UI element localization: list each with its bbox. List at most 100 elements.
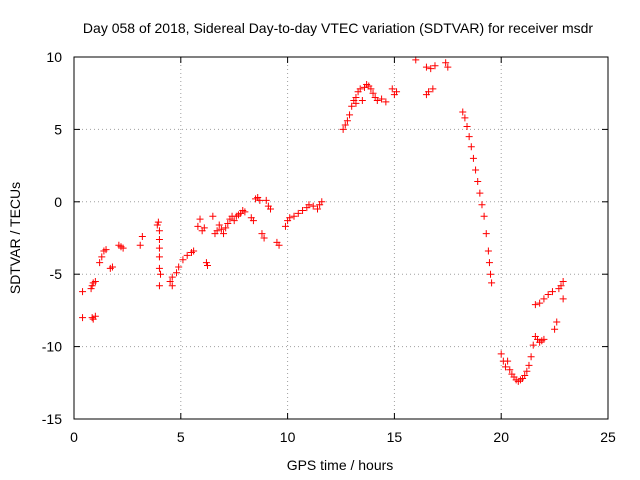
data-point (378, 95, 386, 103)
data-point (138, 233, 146, 241)
data-point (472, 166, 480, 174)
data-point (544, 290, 552, 298)
data-point (444, 63, 452, 71)
data-point (314, 205, 322, 213)
data-point (262, 196, 270, 204)
data-point (476, 189, 484, 197)
data-point (196, 215, 204, 223)
data-point (286, 214, 294, 222)
data-point (527, 353, 535, 361)
data-point (478, 201, 486, 209)
data-point (523, 367, 531, 375)
data-point (290, 212, 298, 220)
data-point (249, 217, 257, 225)
data-point (204, 262, 211, 270)
x-tick-label: 20 (493, 429, 509, 445)
data-point (88, 314, 96, 322)
data-point (153, 221, 161, 229)
data-point (155, 227, 163, 235)
data-point (168, 273, 176, 281)
data-point (429, 85, 437, 93)
data-point (465, 133, 473, 141)
data-point (108, 263, 116, 271)
data-point (531, 301, 539, 309)
y-tick-label: 10 (46, 49, 62, 65)
data-point (318, 198, 326, 206)
data-point (521, 372, 529, 380)
data-point (358, 96, 366, 104)
data-point (217, 225, 225, 233)
data-point (548, 288, 556, 296)
data-point (504, 357, 512, 365)
data-point (484, 247, 492, 255)
data-point (412, 56, 420, 64)
data-point (179, 256, 187, 264)
data-point (175, 263, 183, 271)
data-point (98, 253, 106, 261)
data-point (369, 89, 377, 97)
data-point (155, 244, 163, 252)
data-point (305, 201, 313, 209)
data-point (506, 366, 514, 374)
y-tick-label: -10 (42, 339, 62, 355)
data-point (166, 277, 174, 285)
data-point (241, 208, 249, 216)
data-point (463, 123, 471, 131)
x-tick-label: 15 (387, 429, 403, 445)
data-point (136, 241, 144, 249)
data-point (356, 85, 364, 93)
data-point (557, 282, 565, 290)
data-point (91, 312, 99, 320)
data-point (487, 270, 495, 278)
data-point (341, 121, 349, 129)
data-point (96, 259, 104, 267)
data-point (431, 62, 439, 70)
data-point (553, 318, 561, 326)
data-point (348, 102, 356, 110)
data-point (427, 65, 435, 73)
data-point (343, 117, 351, 125)
tick-labels: 0 5 10 15 20 25 -15 -10 -5 0 5 10 (42, 49, 616, 445)
data-point (275, 241, 283, 249)
data-point (258, 230, 266, 238)
data-point (155, 282, 163, 290)
data-point (87, 285, 95, 293)
data-point (461, 114, 469, 122)
data-point (501, 363, 509, 371)
data-point (202, 259, 210, 267)
data-point (194, 222, 202, 230)
data-point (388, 85, 396, 93)
data-point (536, 299, 544, 307)
data-point (540, 295, 548, 303)
data-point (230, 217, 238, 225)
data-point (346, 111, 354, 119)
data-point (267, 205, 275, 213)
data-point (367, 85, 375, 93)
data-point (88, 282, 96, 290)
data-point (393, 88, 401, 96)
y-tick-label: -5 (50, 266, 63, 282)
data-point (480, 212, 488, 220)
data-point (213, 227, 221, 235)
data-point (168, 282, 176, 290)
data-point (529, 341, 537, 349)
data-point (256, 196, 264, 204)
data-point (559, 295, 567, 303)
data-point (222, 224, 230, 232)
data-point (299, 206, 307, 214)
ticks (73, 56, 609, 420)
data-point (102, 246, 110, 254)
y-tick-label: -15 (42, 411, 62, 427)
data-point (157, 270, 165, 278)
data-point (469, 154, 477, 162)
chart-title: Day 058 of 2018, Sidereal Day-to-day VTE… (83, 20, 593, 36)
data-point (215, 221, 223, 229)
data-point (488, 279, 496, 287)
y-axis-label: SDTVAR / TECUs (7, 182, 23, 294)
x-tick-label: 5 (177, 429, 185, 445)
data-point (281, 222, 289, 230)
data-point (442, 59, 450, 67)
data-point (425, 88, 433, 96)
data-point (467, 143, 475, 151)
